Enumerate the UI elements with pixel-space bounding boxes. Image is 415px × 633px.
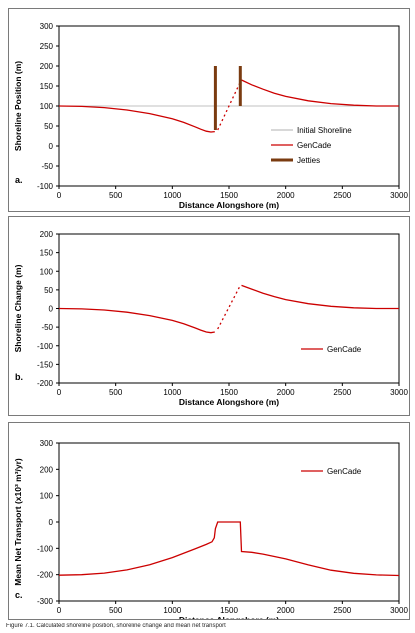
y-axis-label: Mean Net Transport (x10³ m³/yr) bbox=[13, 458, 23, 586]
legend: Initial Shoreline GenCade Jetties bbox=[271, 126, 352, 165]
y-tick-label: 150 bbox=[40, 249, 54, 258]
x-tick-label: 1500 bbox=[220, 606, 238, 615]
y-tick-label: 50 bbox=[44, 122, 53, 131]
y-tick-label: 150 bbox=[40, 82, 54, 91]
chart-panel-b: -200 -150 -100 -50 0 50 100 150 200 0 500 1000 1500 2… bbox=[8, 216, 410, 416]
y-tick-label: -150 bbox=[37, 360, 54, 369]
x-tick-label: 0 bbox=[57, 388, 62, 397]
x-tick-label: 500 bbox=[109, 191, 123, 200]
plot-area bbox=[58, 233, 400, 384]
gencade-line bbox=[241, 79, 399, 107]
y-tick-label: -50 bbox=[41, 323, 53, 332]
gencade-line bbox=[58, 521, 400, 577]
x-axis-label: Distance Alongshore (m) bbox=[179, 615, 279, 619]
panel-label: a. bbox=[15, 175, 23, 185]
chart-panel-c: -300 -200 -100 0 100 200 300 0 500 1000 1500 2000 25… bbox=[8, 422, 410, 620]
legend-label: GenCade bbox=[327, 345, 362, 354]
y-tick-label: 0 bbox=[49, 142, 54, 151]
y-axis-label: Shoreline Position (m) bbox=[13, 61, 23, 151]
y-tick-label: -200 bbox=[37, 571, 54, 580]
y-tick-label: -50 bbox=[41, 162, 53, 171]
y-tick-label: 0 bbox=[49, 305, 54, 314]
y-tick-label: 300 bbox=[40, 439, 54, 448]
y-tick-label: -100 bbox=[37, 544, 54, 553]
legend-label: Initial Shoreline bbox=[297, 126, 352, 135]
x-tick-label: 2000 bbox=[277, 191, 295, 200]
y-axis-label: Shoreline Change (m) bbox=[13, 264, 23, 352]
x-tick-label: 3000 bbox=[390, 191, 408, 200]
x-tick-label: 500 bbox=[109, 606, 123, 615]
y-tick-label: 100 bbox=[40, 102, 54, 111]
figure-caption: Figure 7.1. Calculated shoreline positio… bbox=[6, 623, 226, 629]
y-tick-label: 100 bbox=[40, 267, 54, 276]
x-tick-label: 1000 bbox=[163, 606, 181, 615]
legend-label: GenCade bbox=[327, 467, 362, 476]
x-tick-label: 2000 bbox=[277, 606, 295, 615]
panel-label: c. bbox=[15, 590, 23, 600]
y-tick-label: -300 bbox=[37, 597, 54, 606]
x-tick-label: 0 bbox=[57, 191, 62, 200]
chart-panel-a: -100 -50 0 50 100 150 200 250 300 0 500 1000 1500 200… bbox=[8, 8, 410, 212]
legend: GenCade bbox=[301, 345, 362, 354]
legend: GenCade bbox=[301, 467, 362, 476]
x-tick-label: 1000 bbox=[163, 191, 181, 200]
y-tick-label: -200 bbox=[37, 379, 54, 388]
panel-label: b. bbox=[15, 372, 23, 382]
gencade-line bbox=[241, 284, 399, 310]
x-axis-label: Distance Alongshore (m) bbox=[179, 200, 279, 210]
y-tick-label: 200 bbox=[40, 465, 54, 474]
legend-label: Jetties bbox=[297, 156, 320, 165]
y-tick-label: 250 bbox=[40, 42, 54, 51]
x-tick-label: 1500 bbox=[220, 388, 238, 397]
y-tick-label: 0 bbox=[49, 518, 54, 527]
x-tick-label: 3000 bbox=[390, 388, 408, 397]
y-tick-label: 200 bbox=[40, 230, 54, 239]
x-tick-label: 500 bbox=[109, 388, 123, 397]
y-tick-label: 300 bbox=[40, 22, 54, 31]
gencade-line bbox=[217, 285, 241, 330]
x-tick-label: 3000 bbox=[390, 606, 408, 615]
gencade-line bbox=[217, 81, 241, 131]
x-axis-label: Distance Alongshore (m) bbox=[179, 397, 279, 407]
x-tick-label: 2500 bbox=[333, 606, 351, 615]
y-tick-label: -100 bbox=[37, 182, 54, 191]
gencade-line bbox=[58, 105, 215, 133]
x-tick-label: 2000 bbox=[277, 388, 295, 397]
legend-label: GenCade bbox=[297, 141, 332, 150]
y-tick-label: 100 bbox=[40, 492, 54, 501]
x-tick-label: 2500 bbox=[333, 191, 351, 200]
x-tick-label: 0 bbox=[57, 606, 62, 615]
x-tick-label: 1500 bbox=[220, 191, 238, 200]
gencade-line bbox=[58, 307, 215, 334]
y-tick-label: 50 bbox=[44, 286, 53, 295]
x-tick-label: 2500 bbox=[333, 388, 351, 397]
y-tick-label: 200 bbox=[40, 62, 54, 71]
x-tick-label: 1000 bbox=[163, 388, 181, 397]
y-tick-label: -100 bbox=[37, 342, 54, 351]
